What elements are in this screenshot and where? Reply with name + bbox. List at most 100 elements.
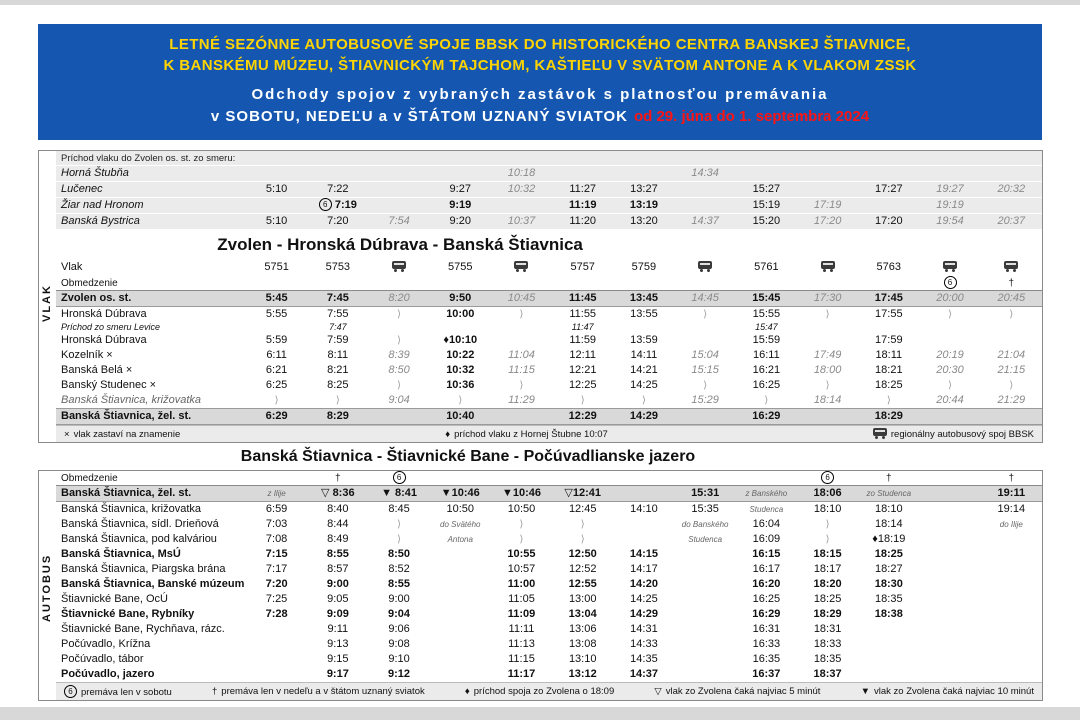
time-cell: 18:00 [813,364,842,376]
time-cell: 8:57 [327,563,349,575]
time-cell [796,408,859,425]
time-cell: 9:04 [388,394,410,406]
table-row: Vlak 5751 5753 5755 5757 5759 5761 5763 [56,259,1042,276]
time-cell [735,166,797,182]
time-cell: Studenca [688,535,723,544]
time-cell: 12:55 [568,578,597,590]
time-cell: 16:35 [752,653,781,665]
time-cell: 8:25 [327,379,349,391]
time-cell: 9:50 [429,290,491,307]
legend-item: ♦ príchod spoja zo Zvolena o 18:09 [465,686,614,697]
stop-label: Lučenec [56,181,246,198]
table-row: Banská Štiavnica, MsÚ 7:15 8:55 8:50 10:55 12… [56,547,1042,562]
time-cell: 15:31 [674,485,736,502]
stop-label: Vlak [61,261,83,273]
train-table-title: Zvolen - Hronská Dúbrava - Banská Štiavn… [217,235,583,254]
stop-label: Banská Štiavnica, žel. st. [56,408,246,425]
time-cell: † [980,276,1042,291]
time-cell [981,667,1042,682]
time-cell: 8:55 [388,578,411,590]
time-cell: 18:17 [813,563,842,575]
saturday-circled-6-icon: 6 [392,471,406,484]
time-cell: 18:29 [813,608,842,620]
time-cell: 15:04 [691,349,719,361]
time-cell [919,562,980,577]
time-cell: 10:55 [507,548,536,560]
time-cell: 18:14 [875,518,903,530]
stop-label: Obmedzenie [56,276,246,291]
time-cell: 14:37 [674,213,736,230]
time-cell: 9:05 [327,593,349,605]
stop-label: Zvolen os. st. [56,290,246,307]
time-cell: 14:35 [630,653,658,665]
time-cell [368,181,430,198]
stop-label: Hronská Dúbrava [61,334,147,346]
time-cell: 14:33 [630,638,658,650]
time-cell: 11:29 [508,394,535,406]
time-cell [368,259,429,276]
time-cell: 5757 [570,261,595,273]
time-cell [613,485,675,502]
table-row: Kozelník × 6:11 8:11 8:39 10:22 11:04 12:11 14:… [56,348,1042,363]
time-cell: 8:50 [388,364,410,376]
arrivals-header: Príchod vlaku do Zvolen os. st. zo smeru… [56,151,1042,166]
time-cell [613,166,675,182]
time-cell: ⟩ [397,309,401,320]
time-cell: ⟩ [580,534,585,545]
time-cell: 20:45 [980,290,1042,307]
time-cell [246,276,308,291]
time-cell [430,652,491,667]
time-cell: 7:54 [368,213,430,230]
time-cell: 7:22 [307,181,369,198]
time-cell: 18:35 [813,653,842,665]
time-cell: 5755 [448,261,473,273]
time-cell: 9:27 [429,181,491,198]
time-cell: 10:18 [490,166,553,182]
time-cell: 17:19 [796,197,859,214]
time-cell [735,471,797,486]
legend-text: príchod spoja zo Zvolena o 18:09 [473,686,615,697]
table-row: Hronská Dúbrava 5:55 7:55 ⟩ 10:00 ⟩ 11:55 13:55… [56,307,1042,323]
time-cell: 15:27 [735,181,797,198]
time-cell: 9:11 [327,623,349,635]
stop-label: Príchod zo smeru Levice [61,322,161,332]
time-cell [919,322,980,333]
time-cell [674,408,736,425]
time-cell [246,652,307,667]
legend-item: ▽ vlak zo Zvolena čaká najviac 5 minút [654,686,820,697]
time-cell: 8:11 [327,349,349,361]
stop-label: Kozelník × [61,349,113,361]
table-row: Banská Štiavnica, Piargska brána 7:17 8:57… [56,562,1042,577]
time-cell: 14:10 [630,503,658,515]
time-cell [796,181,859,198]
time-cell: ⟩ [825,534,830,545]
time-cell [919,517,980,532]
window-edge-bottom [0,707,1080,720]
time-cell: 13:06 [568,623,597,635]
time-cell: 15:19 [735,197,797,214]
time-cell [675,637,736,652]
time-cell: 20:37 [980,213,1042,230]
time-cell [246,197,308,214]
time-cell [980,197,1042,214]
time-cell [919,637,980,652]
time-cell [674,471,736,486]
table-row: Zvolen os. st. 5:45 7:45 8:20 9:50 10:45 11:45… [56,290,1042,307]
time-cell: ⟩ [519,380,524,391]
time-cell [552,166,614,182]
time-cell [797,333,858,348]
time-cell: 18:14 [813,394,842,406]
time-cell: 19:27 [919,181,981,198]
time-cell: 17:27 [858,181,920,198]
time-cell: 14:37 [629,668,658,680]
time-cell: 16:17 [752,563,781,575]
bus-timetable-section: AUTOBUS Obmedzenie † 6 6 † † Banská Štiavnica,… [38,470,1043,701]
time-cell: 8:45 [388,503,410,515]
time-cell: 11:20 [552,213,614,230]
time-cell: † [980,471,1042,486]
stop-label: Banská Štiavnica, sídl. Drieňová [61,518,219,530]
time-cell [430,637,491,652]
time-cell: 18:21 [875,364,903,376]
time-cell [307,276,369,291]
time-cell [368,197,430,214]
